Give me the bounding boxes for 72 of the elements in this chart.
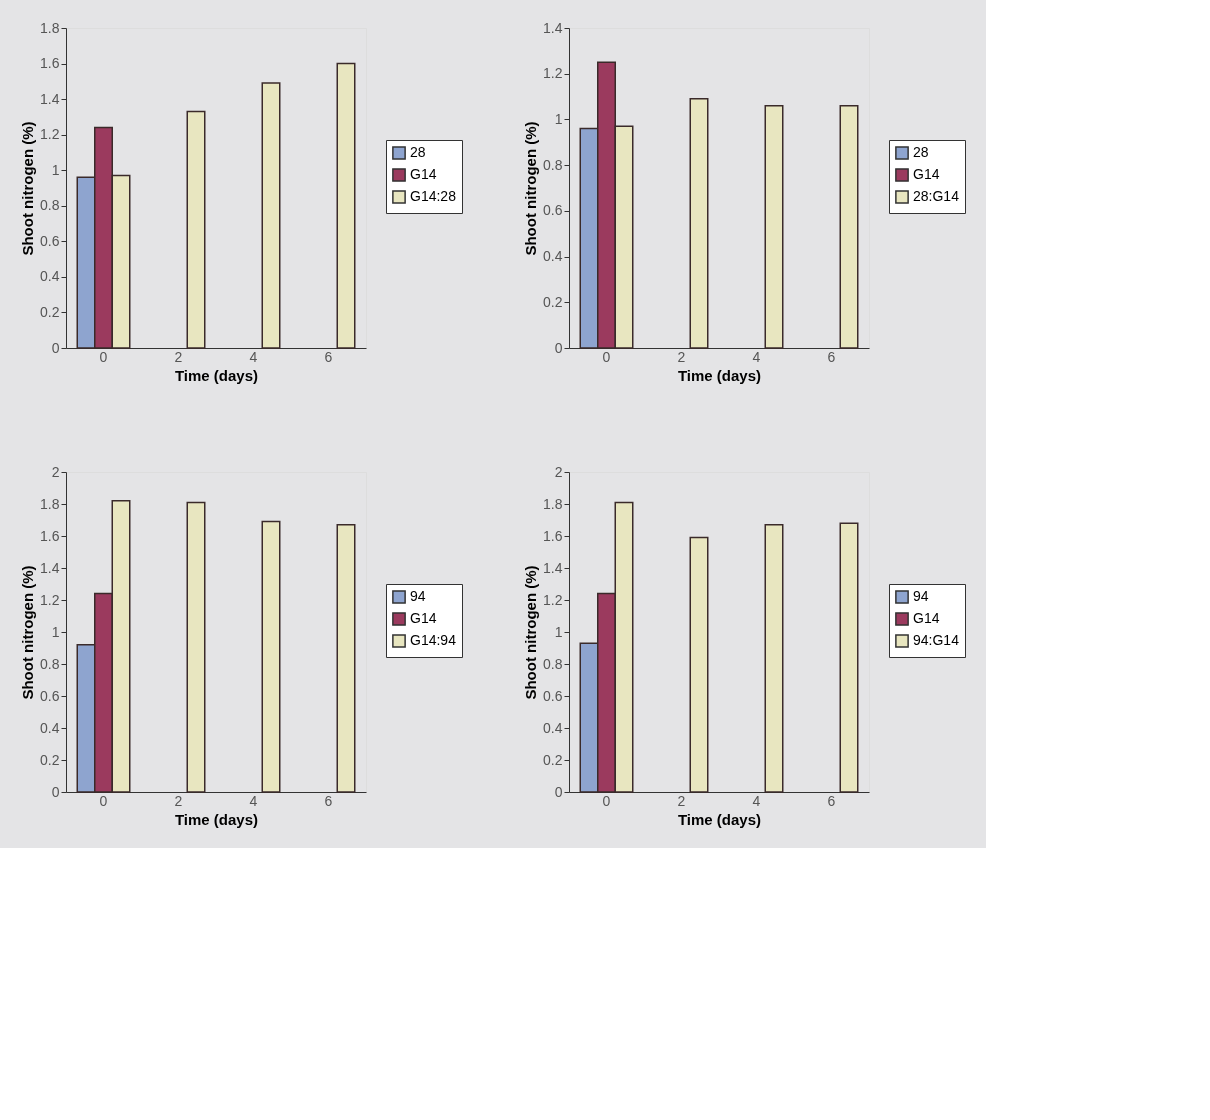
x-axis-title: Time (days) [677, 366, 762, 384]
y-tick-label: 1 [554, 623, 563, 640]
legend-label: 28 [410, 144, 426, 160]
y-tick-label: 1 [51, 161, 60, 178]
y-tick-label: 1.2 [40, 591, 60, 608]
y-tick-label: 1 [554, 110, 563, 127]
y-tick-label: 0.6 [543, 202, 563, 219]
y-axis-title: Shoot nitrogen (%) [19, 565, 37, 700]
legend-label: G14 [913, 610, 940, 626]
x-tick-label: 4 [249, 348, 258, 365]
y-tick-label: 1.4 [543, 559, 563, 576]
y-tick-label: 0.8 [543, 655, 563, 672]
x-tick-label: 0 [99, 348, 108, 365]
y-tick-label: 1.4 [40, 90, 60, 107]
x-tick-label: 4 [249, 792, 258, 809]
legend-label: G14 [913, 166, 940, 182]
x-tick-label: 2 [174, 348, 183, 365]
y-tick-label: 1.2 [543, 65, 563, 82]
y-tick-label: 1.2 [543, 591, 563, 608]
y-tick-label: 0.4 [40, 719, 60, 736]
y-tick-label: 0.6 [543, 687, 563, 704]
legend-label: 94 [410, 588, 426, 604]
y-tick-label: 0.8 [543, 156, 563, 173]
x-tick-label: 2 [677, 792, 686, 809]
y-tick-label: 0.8 [40, 655, 60, 672]
y-tick-label: 0.6 [40, 232, 60, 249]
y-tick-label: 1.6 [543, 527, 563, 544]
x-axis-title: Time (days) [174, 810, 259, 828]
y-tick-label: 1.6 [40, 527, 60, 544]
y-tick-label: 0.2 [40, 751, 60, 768]
legend-label: G14 [410, 610, 437, 626]
y-tick-label: 1.6 [40, 55, 60, 72]
y-axis-title: Shoot nitrogen (%) [19, 121, 37, 256]
legend-label: G14 [410, 166, 437, 182]
y-tick-label: 2 [51, 463, 60, 480]
y-tick-label: 1 [51, 623, 60, 640]
y-tick-label: 0.2 [40, 303, 60, 320]
y-tick-label: 1.2 [40, 126, 60, 143]
x-tick-label: 0 [99, 792, 108, 809]
x-tick-label: 4 [752, 348, 761, 365]
legend-label: G14:28 [410, 188, 457, 204]
y-tick-label: 0.6 [40, 687, 60, 704]
y-tick-label: 1.4 [543, 19, 563, 36]
x-axis-title: Time (days) [174, 366, 259, 384]
x-tick-label: 2 [677, 348, 686, 365]
legend-label: G14:94 [410, 632, 457, 648]
y-tick-label: 1.4 [40, 559, 60, 576]
y-tick-label: 2 [554, 463, 563, 480]
x-tick-label: 0 [602, 792, 611, 809]
legend-label: 94:G14 [913, 632, 960, 648]
x-tick-label: 6 [324, 792, 333, 809]
y-tick-label: 0.2 [543, 751, 563, 768]
y-tick-label: 1.8 [40, 495, 60, 512]
y-tick-label: 0.8 [40, 197, 60, 214]
x-tick-label: 6 [827, 348, 836, 365]
x-tick-label: 4 [752, 792, 761, 809]
x-tick-label: 6 [324, 348, 333, 365]
y-axis-title: Shoot nitrogen (%) [522, 565, 540, 700]
y-tick-label: 1.8 [543, 495, 563, 512]
y-tick-label: 0.4 [543, 248, 563, 265]
x-tick-label: 6 [827, 792, 836, 809]
x-axis-title: Time (days) [677, 810, 762, 828]
y-axis-title: Shoot nitrogen (%) [522, 121, 540, 256]
y-tick-label: 0.2 [543, 293, 563, 310]
legend-label: 28 [913, 144, 929, 160]
y-tick-label: 0.4 [40, 268, 60, 285]
x-tick-label: 0 [602, 348, 611, 365]
y-tick-label: 0.4 [543, 719, 563, 736]
y-tick-label: 1.8 [40, 19, 60, 36]
x-tick-label: 2 [174, 792, 183, 809]
legend-label: 28:G14 [913, 188, 960, 204]
legend-label: 94 [913, 588, 929, 604]
